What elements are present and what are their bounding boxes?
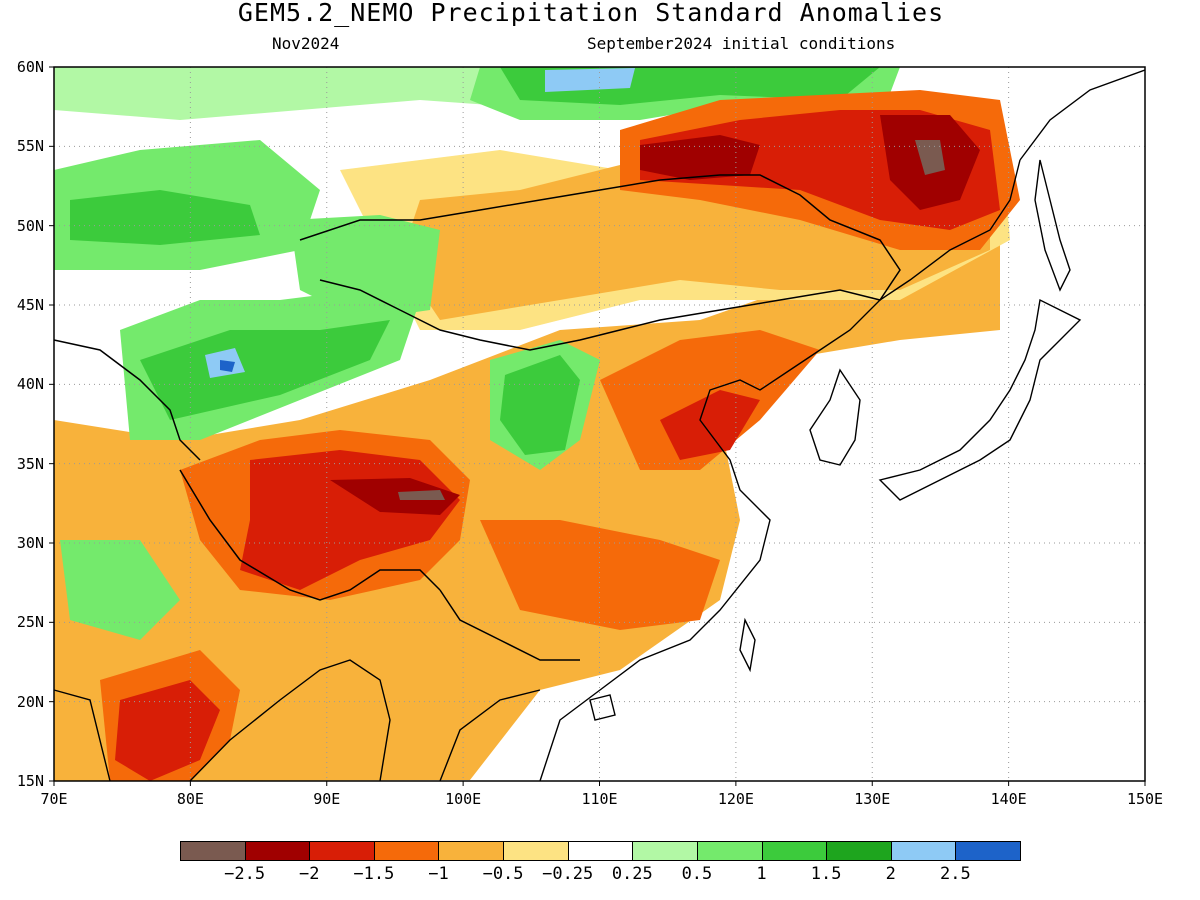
coastline-china — [539, 159, 1021, 782]
coastline-india — [53, 689, 111, 782]
colorbar-label: 2 — [885, 864, 896, 884]
colorbar-label: −2 — [298, 864, 320, 884]
colorbar-label: 0.25 — [611, 864, 653, 884]
colorbar-label: 1.5 — [810, 864, 842, 884]
lon-label: 100E — [445, 790, 482, 808]
colorbar-label: 1 — [756, 864, 767, 884]
anomaly-field-dry-amur-extreme — [915, 140, 945, 175]
lat-label: 50N — [16, 216, 44, 235]
coastline-hainan — [589, 694, 616, 721]
anomaly-field-dry-tibet-extreme — [398, 490, 445, 500]
border-himalaya — [179, 469, 441, 601]
valid-month-label: Nov2024 — [272, 34, 340, 53]
anomaly-field-wet-tianshan-core — [140, 320, 390, 420]
colorbar-label: −1 — [428, 864, 449, 884]
coastline-korea — [809, 368, 861, 466]
colorbar-swatch — [761, 841, 828, 861]
borders — [53, 174, 901, 661]
colorbar-swatch — [826, 841, 892, 861]
border-china-vietnam — [439, 589, 580, 661]
initial-conditions-label: September2024 initial conditions — [587, 34, 896, 53]
colorbar-swatch — [503, 841, 569, 861]
colorbar-label: −1.5 — [353, 864, 395, 884]
lat-label: 55N — [16, 137, 44, 156]
coastlines — [53, 69, 1146, 782]
lat-label: 45N — [16, 296, 44, 314]
colorbar-swatch — [955, 841, 1021, 861]
lon-label: 80E — [176, 790, 204, 808]
border-china-mongolia — [299, 174, 901, 351]
coastline-bay-of-bengal — [189, 659, 391, 782]
lon-label: 110E — [581, 790, 618, 808]
anomaly-field-wet-ordos-core — [500, 355, 580, 455]
anomaly-field-dry-india-core — [115, 680, 220, 781]
anomaly-field-wet-tianshan-extreme — [220, 360, 235, 372]
coastline-taiwan — [739, 617, 756, 673]
anomaly-field-wet-kazakh-core — [70, 190, 260, 245]
coastline-japan — [878, 298, 1082, 501]
anomaly-field-wet-altai — [290, 215, 440, 320]
lat-label: 60N — [16, 58, 44, 76]
lon-label: 150E — [1126, 790, 1164, 808]
coastline-okhotsk — [1019, 69, 1146, 161]
lon-label: 120E — [717, 790, 754, 808]
anomaly-field-wet-india — [60, 540, 180, 640]
anomaly-field-dry-southchina — [480, 520, 720, 630]
anomaly-field-dry-northchina-core — [660, 390, 760, 460]
map-gridlines — [54, 67, 1145, 781]
anomaly-shading — [54, 67, 1020, 781]
colorbar-swatch — [567, 841, 634, 861]
lat-label: 20N — [16, 692, 44, 711]
colorbar-swatch — [438, 841, 505, 861]
coastline-indochina — [439, 689, 541, 782]
colorbar-label: −0.5 — [482, 864, 524, 884]
lat-label: 40N — [16, 375, 44, 394]
lat-label: 30N — [16, 534, 44, 552]
map-ticks — [49, 66, 1146, 786]
colorbar-label: −2.5 — [224, 864, 266, 884]
anomaly-field-wet-north-peak — [545, 68, 635, 92]
colorbar-label: −0.25 — [542, 864, 594, 884]
lon-label: 140E — [990, 790, 1027, 808]
lon-label: 90E — [313, 790, 341, 808]
coastline-sakhalin — [1034, 159, 1071, 292]
anomaly-field-dry-tibet-peak — [330, 478, 460, 515]
colorbar-swatch — [373, 841, 440, 861]
colorbar-label: 0.5 — [681, 864, 713, 884]
lat-label: 15N — [16, 772, 44, 790]
colorbar-swatch — [632, 841, 698, 861]
colorbar-swatch — [890, 841, 957, 861]
colorbar-label: 2.5 — [940, 864, 971, 884]
border-central-asia — [53, 339, 201, 461]
lat-label: 35N — [16, 454, 44, 473]
colorbar-swatch — [180, 841, 246, 861]
lon-label: 70E — [40, 790, 68, 808]
lon-label: 130E — [854, 790, 891, 808]
lat-label: 25N — [16, 613, 44, 632]
colorbar-swatch — [696, 841, 763, 861]
colorbar-swatch — [309, 841, 375, 861]
colorbar-swatch — [244, 841, 311, 861]
chart-title: GEM5.2_NEMO Precipitation Standard Anoma… — [237, 0, 945, 27]
